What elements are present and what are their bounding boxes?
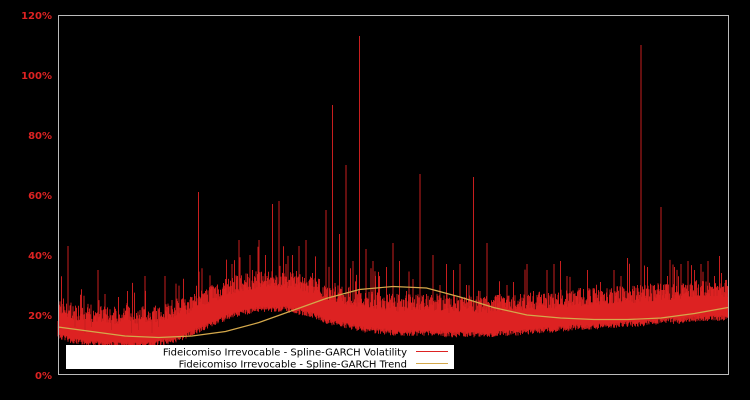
y-tick-label: 100%	[21, 71, 52, 82]
y-tick-label: 80%	[28, 131, 52, 142]
y-tick-label: 0%	[35, 371, 52, 382]
y-axis-ticks: 0% 20% 40% 60% 80% 100% 120%	[21, 11, 52, 382]
y-tick-label: 40%	[28, 251, 52, 262]
legend: Fideicomiso Irrevocable - Spline-GARCH V…	[66, 345, 454, 371]
y-tick-label: 120%	[21, 11, 52, 22]
legend-box	[66, 345, 454, 369]
trend-line	[57, 285, 729, 339]
y-tick-label: 20%	[28, 311, 52, 322]
legend-label-volatility: Fideicomiso Irrevocable - Spline-GARCH V…	[163, 348, 407, 359]
plot-frame	[58, 15, 729, 375]
y-tick-label: 60%	[28, 191, 52, 202]
legend-label-trend: Fideicomiso Irrevocable - Spline-GARCH T…	[179, 360, 407, 371]
